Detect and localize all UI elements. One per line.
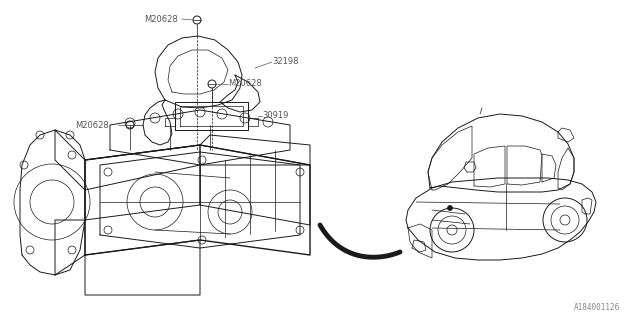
Text: A184001126: A184001126 [573,303,620,312]
Text: 32198: 32198 [272,58,298,67]
Circle shape [447,205,452,211]
Text: M20628: M20628 [144,14,178,23]
Text: M20628: M20628 [228,79,262,89]
Text: 30919: 30919 [262,111,289,121]
Text: M20628: M20628 [75,121,109,130]
